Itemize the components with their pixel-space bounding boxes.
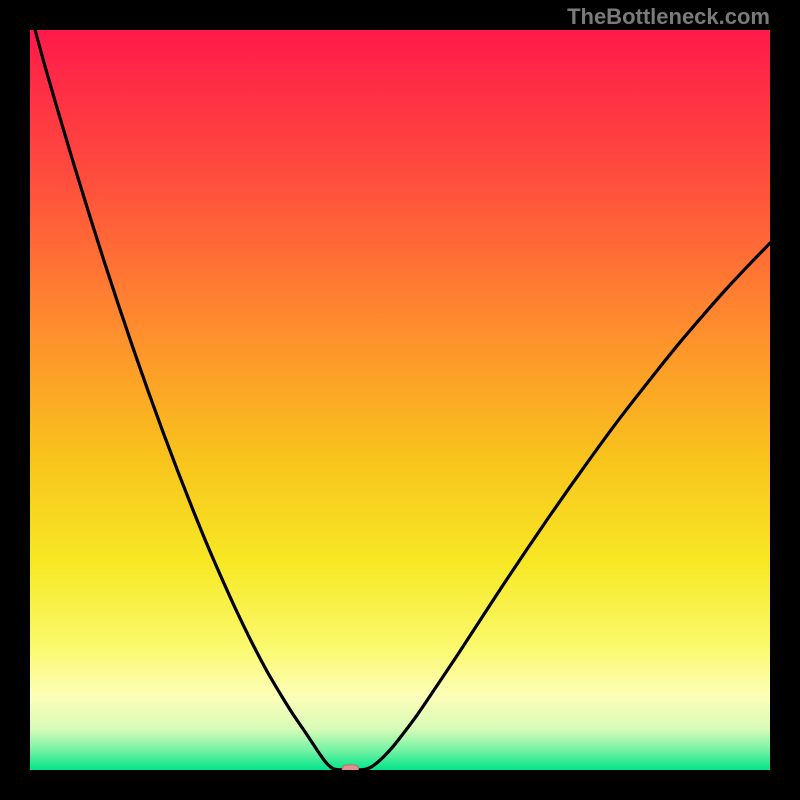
chart-svg xyxy=(30,30,770,770)
watermark-text: TheBottleneck.com xyxy=(567,4,770,30)
gradient-background xyxy=(30,30,770,770)
optimum-marker xyxy=(342,765,358,770)
plot-area xyxy=(30,30,770,770)
